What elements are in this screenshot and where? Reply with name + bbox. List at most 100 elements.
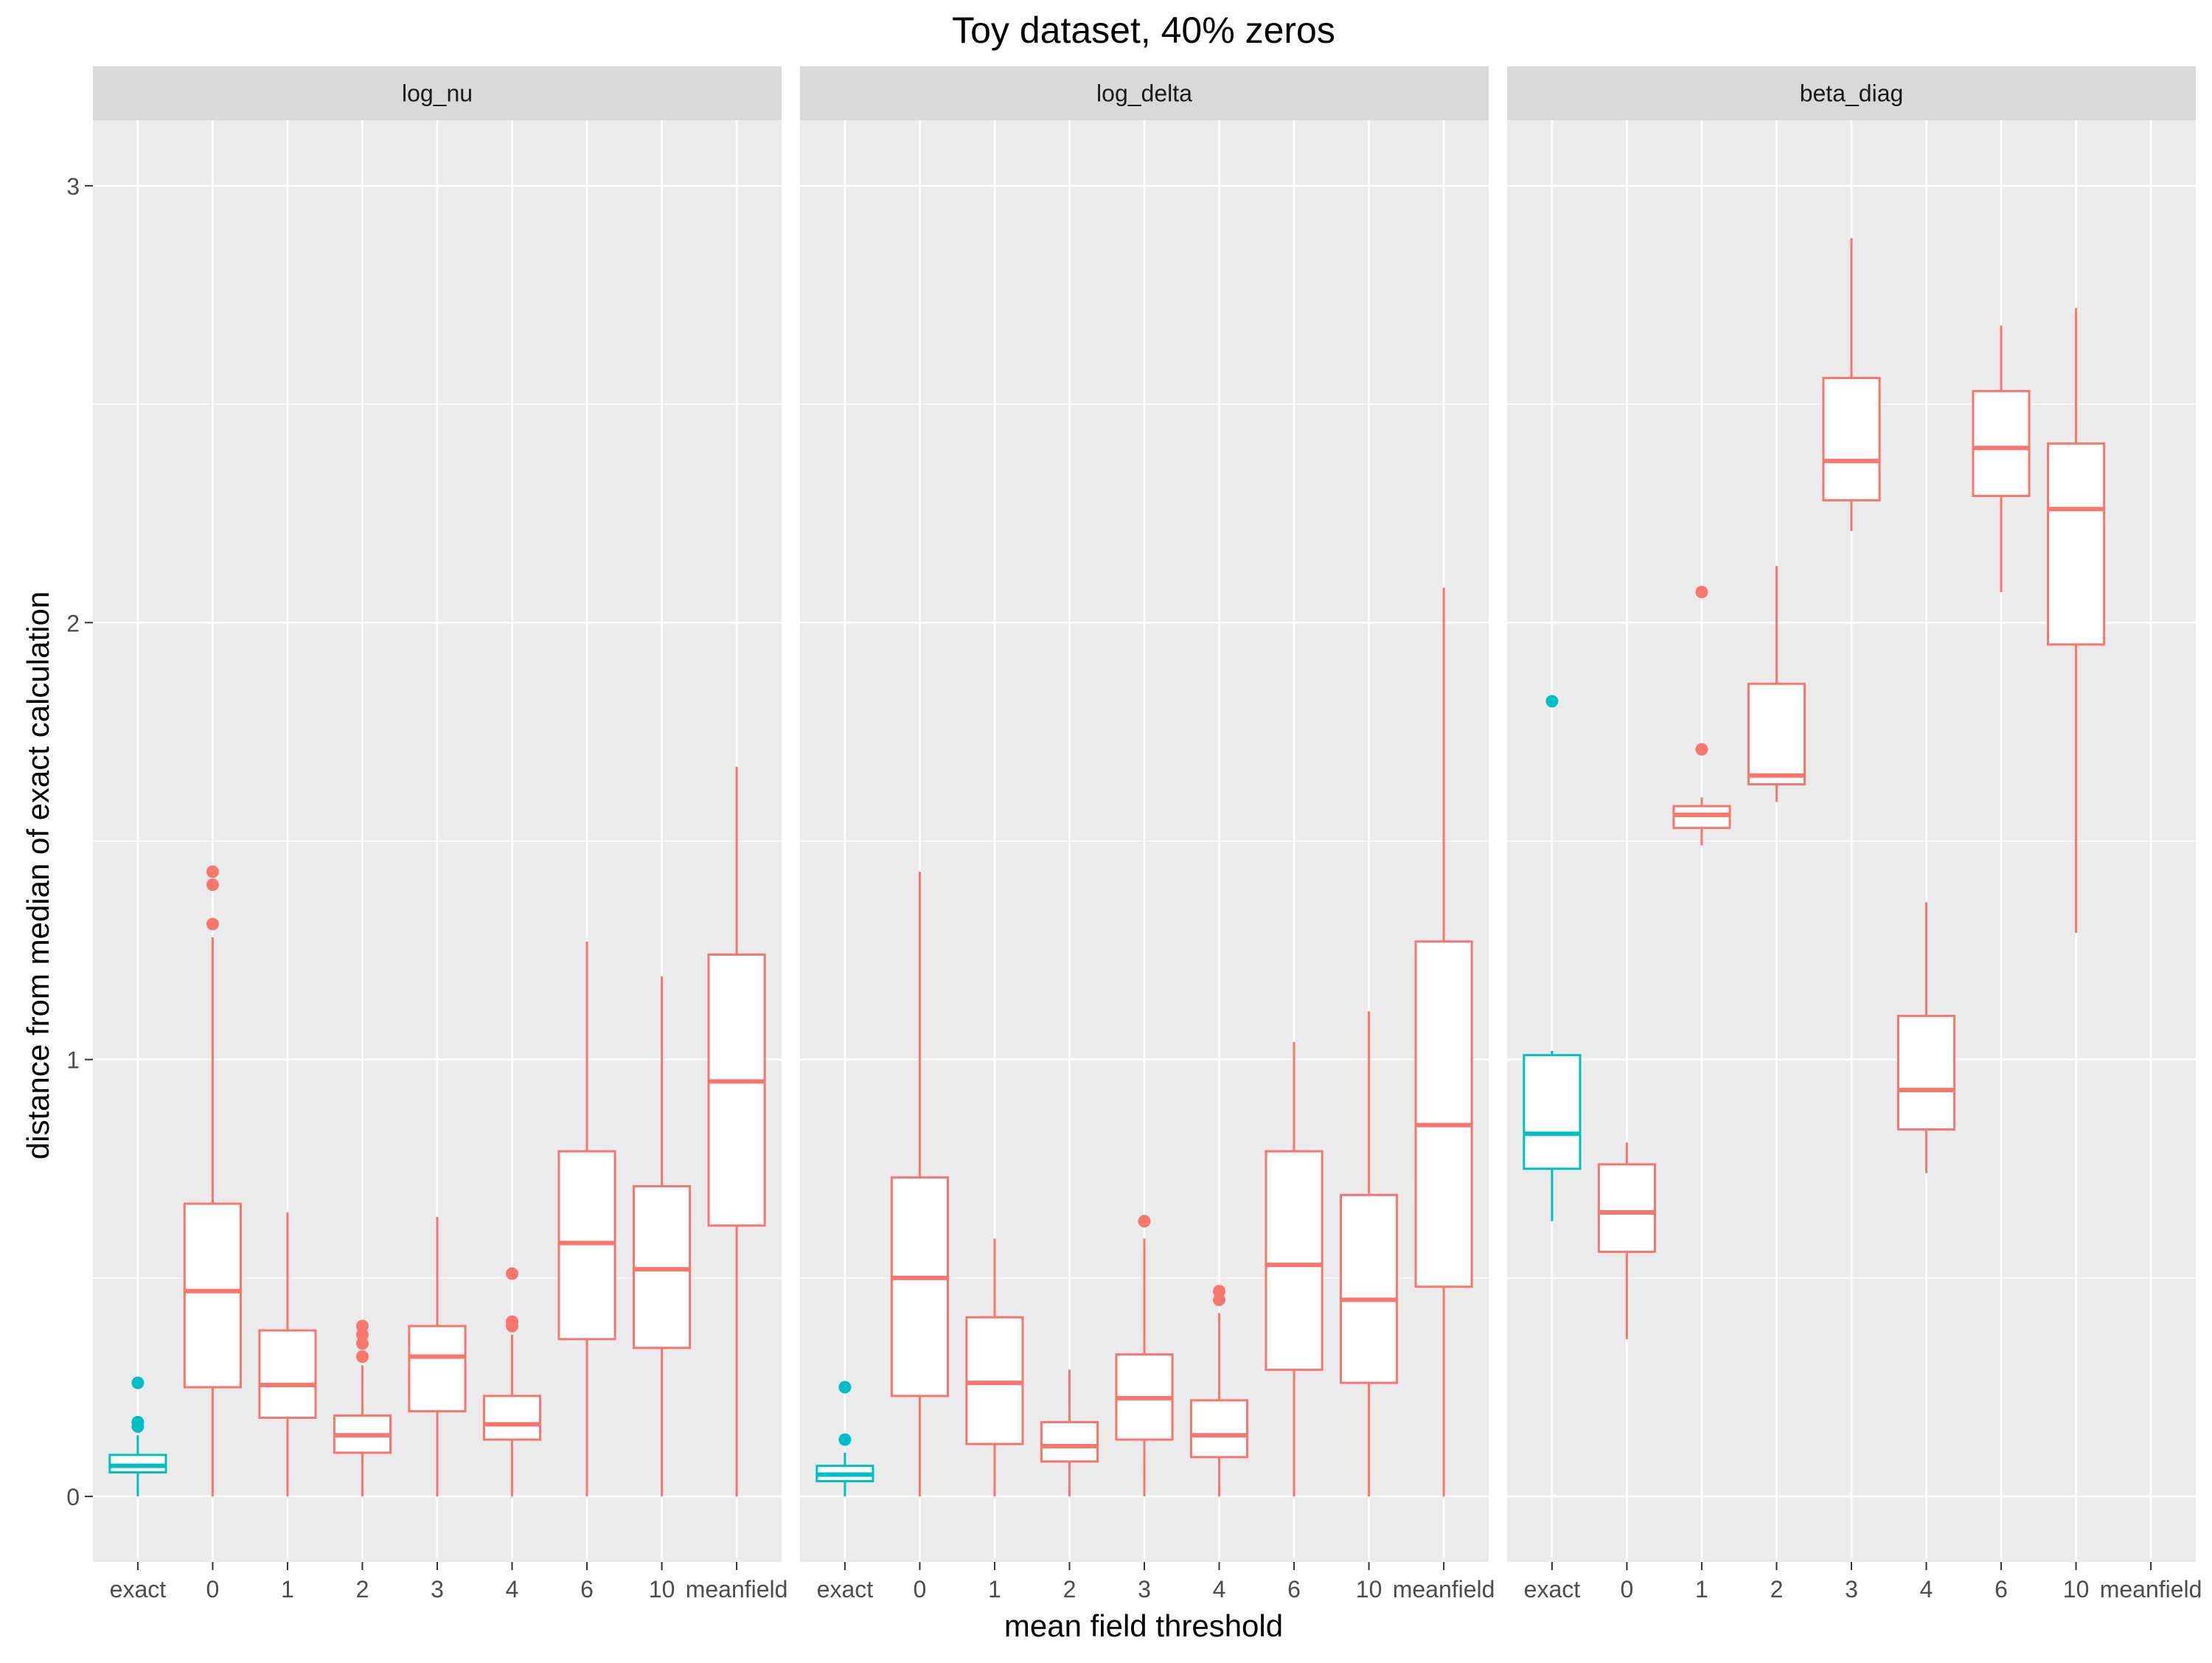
box-body bbox=[258, 1329, 317, 1419]
facet-strip-label: log_delta bbox=[1096, 80, 1192, 107]
outlier-point bbox=[355, 1337, 369, 1350]
x-tick-label: 1 bbox=[988, 1576, 1001, 1603]
x-tick-label: 2 bbox=[1770, 1576, 1784, 1603]
box-log-delta-0 bbox=[890, 871, 950, 1497]
box-beta-diag-1 bbox=[1672, 586, 1731, 846]
box-body bbox=[1339, 1193, 1399, 1384]
box-beta-diag-exact bbox=[1523, 695, 1582, 1221]
outlier-point bbox=[1695, 586, 1708, 599]
x-tick-label: meanfield bbox=[686, 1576, 788, 1603]
outlier-point bbox=[131, 1376, 145, 1389]
box-body bbox=[408, 1325, 467, 1413]
outlier-point bbox=[838, 1433, 852, 1446]
box-body bbox=[1414, 940, 1473, 1288]
box-log-nu-0 bbox=[183, 865, 243, 1497]
x-tick-label: 10 bbox=[2063, 1576, 2090, 1603]
outlier-point bbox=[206, 878, 219, 892]
box-body bbox=[1896, 1014, 1956, 1131]
box-body bbox=[1822, 377, 1881, 501]
box-body bbox=[183, 1202, 243, 1389]
x-tick-label: 1 bbox=[281, 1576, 294, 1603]
x-tick-label: meanfield bbox=[2100, 1576, 2202, 1603]
x-tick-label: 6 bbox=[580, 1576, 594, 1603]
outlier-point bbox=[1695, 743, 1708, 756]
x-tick-label: 3 bbox=[431, 1576, 444, 1603]
chart-title: Toy dataset, 40% zeros bbox=[952, 10, 1335, 51]
box-log-nu-1 bbox=[258, 1212, 317, 1497]
facet-strip bbox=[93, 66, 782, 120]
box-body bbox=[890, 1176, 950, 1398]
box-log-nu-2 bbox=[333, 1319, 392, 1497]
x-tick-label: 2 bbox=[1063, 1576, 1077, 1603]
x-tick-label: 4 bbox=[1213, 1576, 1226, 1603]
box-body bbox=[1972, 389, 2031, 497]
x-tick-label: 1 bbox=[1695, 1576, 1708, 1603]
box-log-delta-10 bbox=[1339, 1011, 1399, 1497]
outlier-point bbox=[355, 1319, 369, 1333]
outlier-point bbox=[206, 917, 219, 931]
box-body bbox=[1747, 682, 1806, 785]
x-tick-label: 10 bbox=[1356, 1576, 1382, 1603]
x-tick-label: meanfield bbox=[1393, 1576, 1495, 1603]
x-tick-label: 3 bbox=[1845, 1576, 1858, 1603]
x-tick-label: exact bbox=[817, 1576, 874, 1603]
box-body bbox=[1265, 1150, 1324, 1371]
box-body bbox=[1523, 1054, 1582, 1170]
x-axis-title: mean field threshold bbox=[1004, 1608, 1283, 1643]
outlier-point bbox=[838, 1381, 852, 1394]
outlier-point bbox=[131, 1415, 145, 1428]
box-log-delta-exact bbox=[815, 1381, 874, 1497]
y-tick-label: 1 bbox=[66, 1047, 80, 1074]
box-log-nu-4 bbox=[482, 1267, 542, 1497]
x-tick-label: 0 bbox=[1621, 1576, 1634, 1603]
y-tick-label: 2 bbox=[66, 610, 80, 636]
x-tick-label: exact bbox=[110, 1576, 167, 1603]
box-log-nu-3 bbox=[408, 1216, 467, 1497]
box-log-delta-2 bbox=[1040, 1369, 1099, 1497]
box-log-delta-3 bbox=[1115, 1215, 1174, 1497]
box-beta-diag-10 bbox=[2046, 308, 2106, 933]
box-beta-diag-4 bbox=[1896, 902, 1956, 1173]
box-beta-diag-6 bbox=[1972, 325, 2031, 592]
x-tick-label: 4 bbox=[1920, 1576, 1933, 1603]
x-tick-label: 4 bbox=[506, 1576, 519, 1603]
box-body bbox=[1040, 1420, 1099, 1463]
x-tick-label: 0 bbox=[206, 1576, 220, 1603]
outlier-point bbox=[355, 1328, 369, 1341]
box-log-delta-6 bbox=[1265, 1042, 1324, 1497]
box-beta-diag-0 bbox=[1597, 1142, 1657, 1339]
outlier-point bbox=[206, 865, 219, 878]
x-tick-label: 3 bbox=[1138, 1576, 1151, 1603]
outlier-point bbox=[1545, 695, 1559, 708]
outlier-point bbox=[1138, 1215, 1151, 1228]
x-tick-label: 0 bbox=[914, 1576, 927, 1603]
x-tick-label: 6 bbox=[1287, 1576, 1301, 1603]
box-beta-diag-3 bbox=[1822, 237, 1881, 531]
x-tick-label: 6 bbox=[1994, 1576, 2008, 1603]
facet-strip-label: log_nu bbox=[402, 80, 473, 107]
facet-strip-label: beta_diag bbox=[1800, 80, 1904, 107]
x-tick-label: 2 bbox=[356, 1576, 369, 1603]
facet-strip bbox=[800, 66, 1489, 120]
box-log-nu-10 bbox=[632, 976, 692, 1497]
box-body bbox=[1189, 1399, 1249, 1459]
box-body bbox=[707, 954, 766, 1227]
box-log-delta-4 bbox=[1189, 1285, 1249, 1497]
box-log-nu-meanfield bbox=[707, 766, 766, 1497]
box-log-nu-exact bbox=[108, 1376, 167, 1497]
outlier-point bbox=[1213, 1285, 1226, 1298]
box-body bbox=[482, 1395, 542, 1441]
box-body bbox=[1597, 1163, 1657, 1253]
x-tick-label: exact bbox=[1524, 1576, 1581, 1603]
box-log-nu-6 bbox=[557, 941, 616, 1497]
box-beta-diag-2 bbox=[1747, 566, 1806, 802]
facet-strip bbox=[1507, 66, 2196, 120]
outlier-point bbox=[355, 1350, 369, 1364]
y-axis-title: distance from median of exact calculatio… bbox=[21, 591, 55, 1159]
box-body bbox=[2046, 442, 2106, 646]
outlier-point bbox=[506, 1267, 519, 1280]
